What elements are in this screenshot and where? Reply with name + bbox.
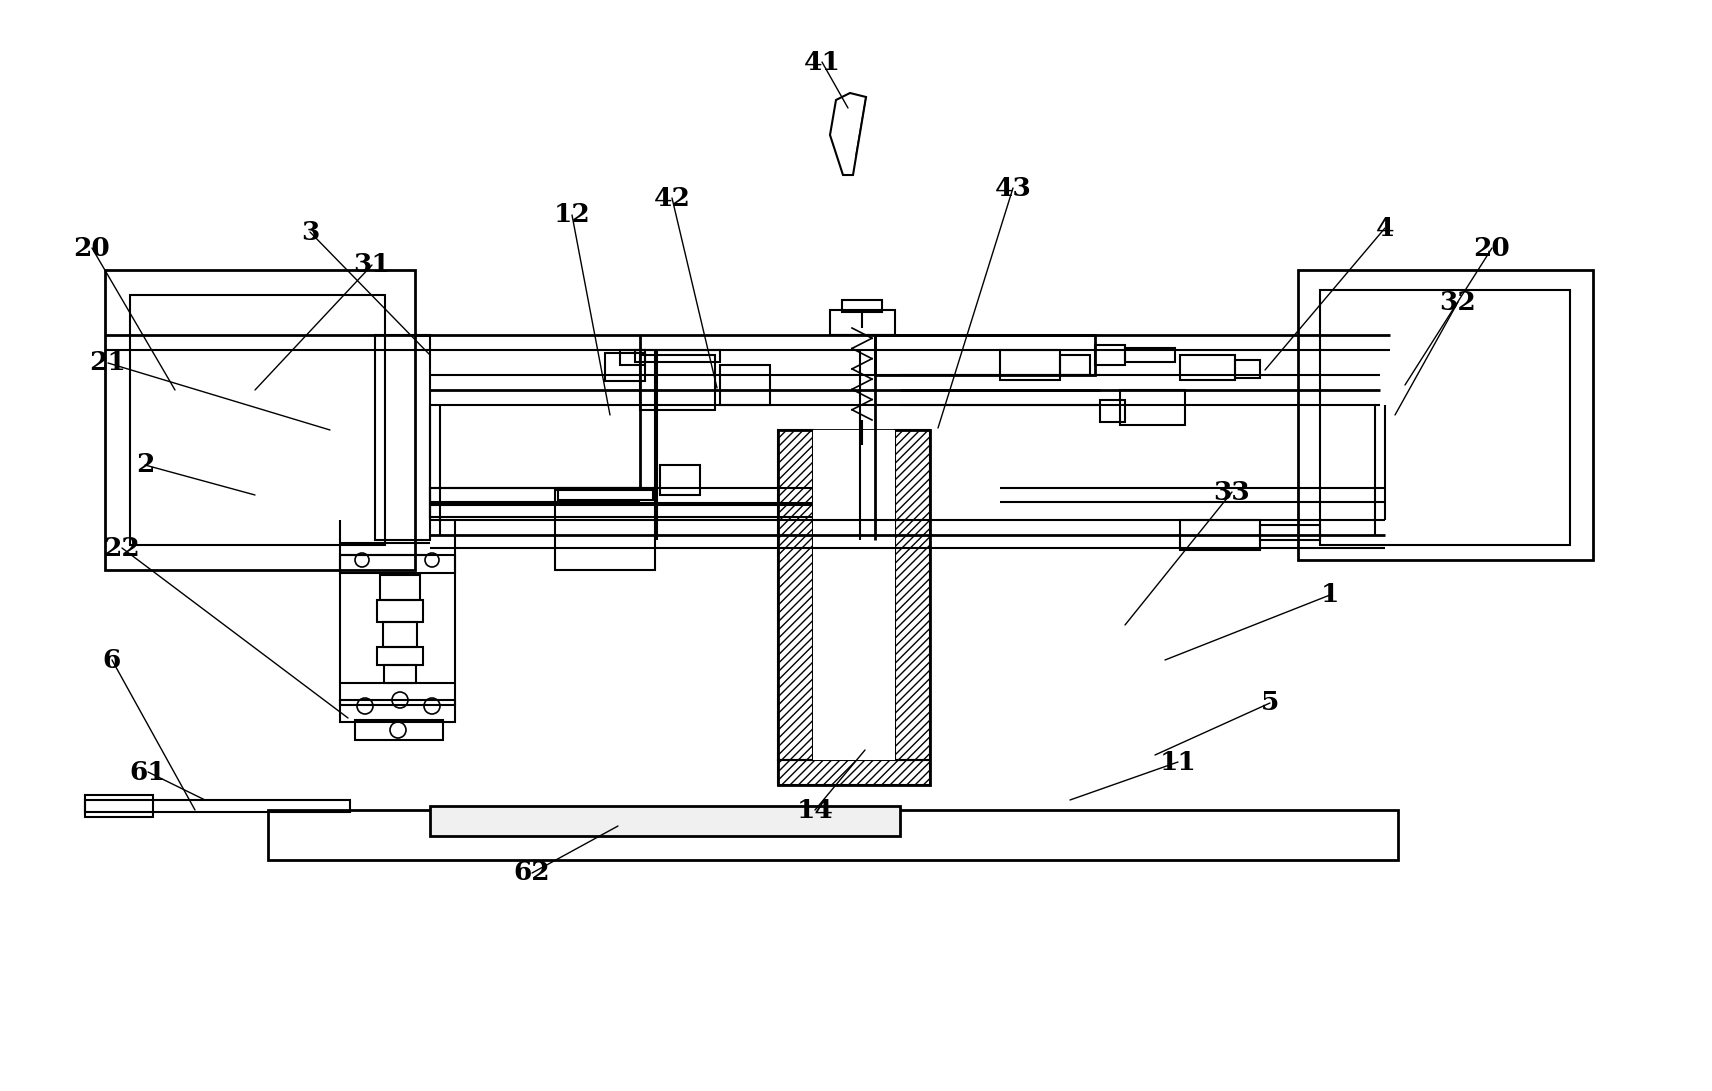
Bar	[895, 430, 930, 760]
Bar	[1180, 355, 1234, 380]
Text: 20: 20	[74, 236, 110, 261]
Bar	[721, 365, 770, 405]
Bar	[86, 795, 152, 817]
Text: 12: 12	[553, 203, 591, 228]
Text: 11: 11	[1159, 750, 1197, 775]
Bar	[383, 666, 416, 683]
Bar	[380, 575, 419, 600]
Bar	[1260, 525, 1320, 540]
Text: 32: 32	[1440, 289, 1476, 314]
Bar	[620, 350, 645, 365]
Text: 3: 3	[301, 219, 318, 244]
Text: 42: 42	[654, 185, 690, 211]
Bar	[341, 555, 455, 573]
Text: 41: 41	[803, 49, 841, 74]
Text: 4: 4	[1376, 216, 1394, 240]
Bar	[1180, 520, 1260, 550]
Bar	[1125, 348, 1174, 362]
Bar	[555, 490, 656, 570]
Bar	[383, 622, 418, 647]
Bar	[1298, 269, 1592, 560]
Bar	[830, 310, 895, 335]
Bar	[104, 269, 414, 570]
Bar	[1060, 355, 1091, 375]
Bar	[269, 810, 1399, 860]
Text: 22: 22	[104, 536, 140, 561]
Bar	[377, 600, 423, 622]
Text: 62: 62	[514, 861, 550, 886]
Bar	[635, 350, 721, 362]
Bar	[354, 720, 443, 740]
Text: 20: 20	[1474, 236, 1510, 261]
Bar	[1234, 360, 1260, 377]
Bar	[1101, 400, 1125, 422]
Text: 61: 61	[130, 759, 166, 784]
Bar	[777, 430, 813, 760]
Bar	[842, 300, 882, 312]
Text: 2: 2	[135, 453, 154, 478]
Bar	[1320, 290, 1570, 546]
Bar	[430, 806, 901, 836]
Bar	[430, 488, 880, 503]
Bar	[377, 647, 423, 666]
Bar	[430, 505, 880, 517]
Bar	[558, 488, 652, 500]
Text: 31: 31	[354, 252, 390, 277]
Text: 5: 5	[1260, 691, 1279, 716]
Bar	[661, 465, 700, 495]
Text: 14: 14	[796, 798, 834, 823]
Text: 43: 43	[995, 176, 1031, 201]
Text: 6: 6	[103, 647, 122, 672]
Bar	[86, 800, 349, 812]
Bar	[1096, 345, 1125, 365]
Bar	[604, 353, 645, 381]
Bar	[777, 760, 930, 786]
Text: 21: 21	[89, 350, 127, 375]
Bar	[375, 335, 430, 540]
Bar	[341, 683, 455, 705]
Bar	[1120, 389, 1185, 425]
Bar	[130, 295, 385, 546]
Text: 1: 1	[1322, 583, 1339, 608]
Bar	[341, 700, 455, 722]
Bar	[813, 430, 895, 760]
Bar	[777, 430, 930, 786]
Bar	[640, 355, 716, 410]
Bar	[1000, 350, 1060, 380]
Text: 33: 33	[1214, 480, 1250, 504]
Bar	[875, 335, 1096, 375]
